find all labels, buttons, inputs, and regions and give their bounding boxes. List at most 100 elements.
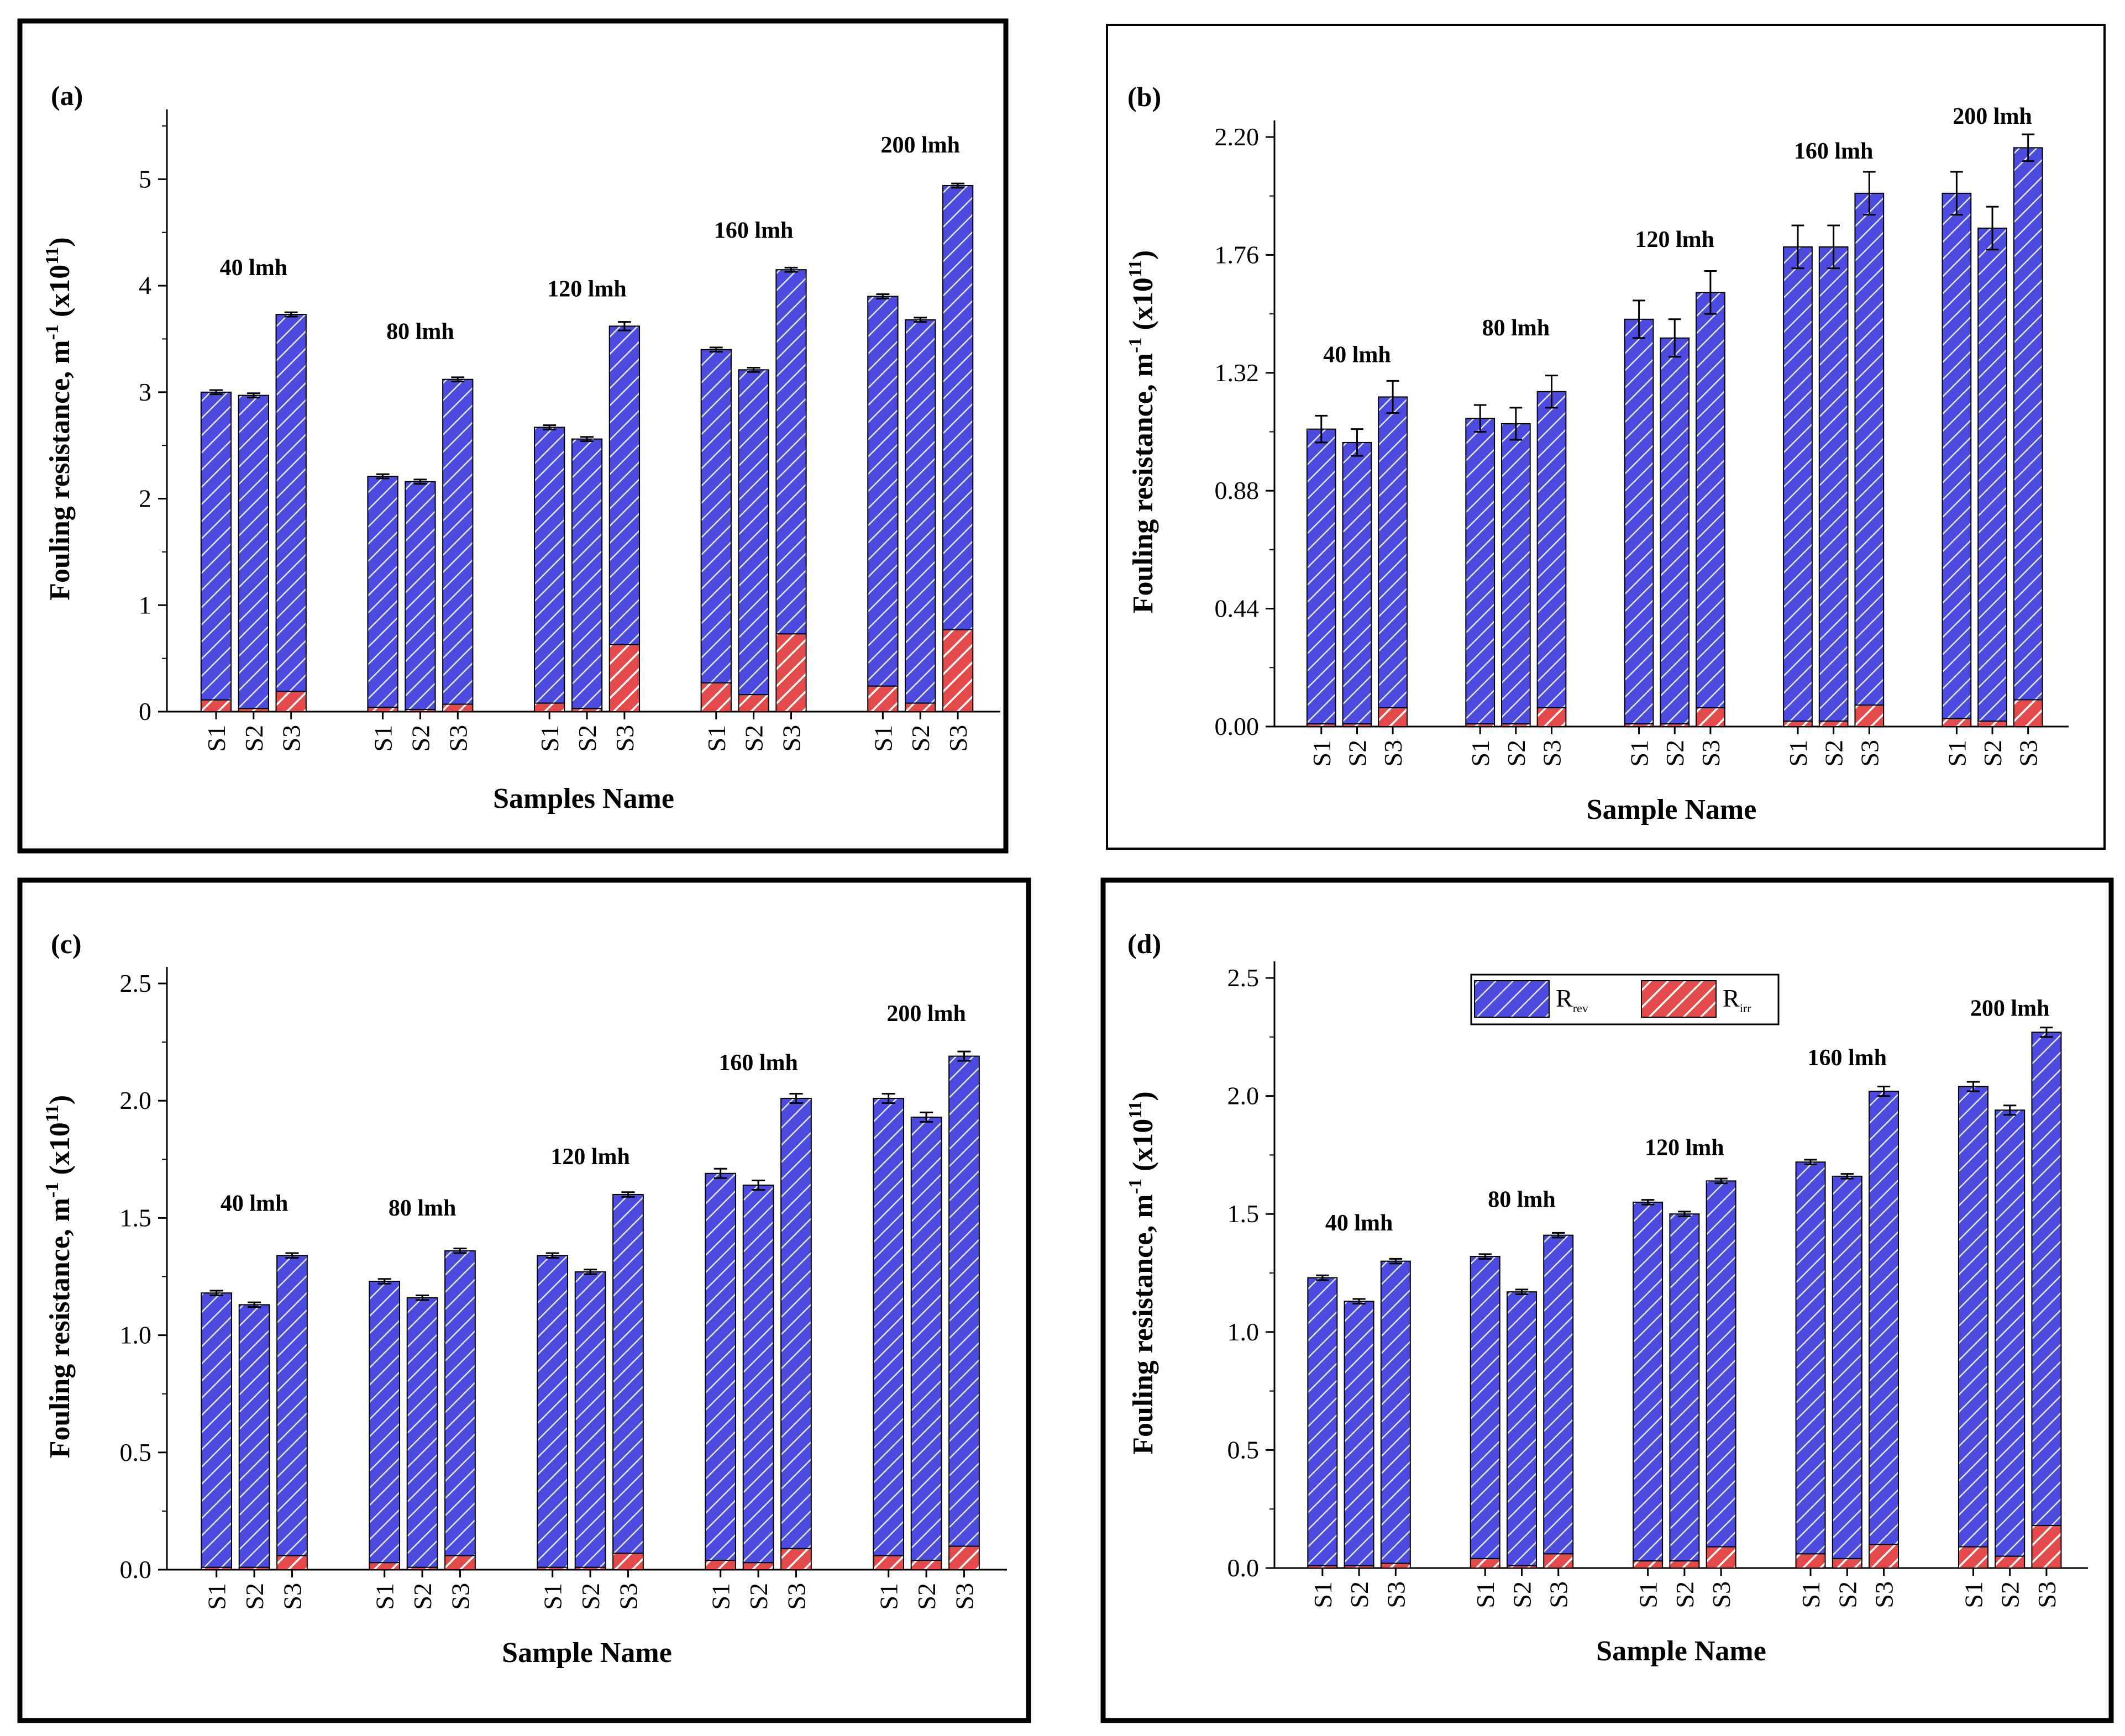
x-tick-label: S2 — [406, 725, 434, 752]
bar-irr — [867, 685, 899, 713]
y-axis-title: Fouling resistance, m-1 (x1011) — [42, 237, 76, 600]
bar-rev — [910, 1116, 942, 1561]
x-tick-label: S3 — [277, 725, 306, 752]
x-tick-label: S3 — [278, 1583, 306, 1610]
bar-irr — [1307, 1565, 1338, 1569]
group-label: 160 lmh — [714, 218, 794, 243]
bar-rev — [406, 1297, 438, 1568]
bar-rev — [1307, 1277, 1338, 1566]
bar-irr — [705, 1560, 737, 1570]
x-axis-title: Samples Name — [493, 783, 674, 814]
x-axis-title: Sample Name — [1596, 1635, 1766, 1667]
bar-irr — [1942, 718, 1972, 727]
y-tick-label: 1.76 — [1215, 240, 1260, 269]
x-tick-label: S2 — [1820, 740, 1848, 767]
x-tick-label: S3 — [944, 725, 972, 752]
bar-irr — [612, 1553, 644, 1570]
bar-irr — [1854, 704, 1885, 727]
bar-irr — [367, 707, 398, 712]
bar-irr — [1706, 1546, 1736, 1569]
bar-rev — [1696, 292, 1725, 709]
bar-irr — [1869, 1544, 1900, 1569]
bar-rev — [1536, 391, 1567, 709]
bar-rev — [1869, 1091, 1900, 1545]
legend-irr-label: Rirr — [1723, 984, 1751, 1015]
bar-irr — [780, 1548, 812, 1570]
bar-rev — [1977, 227, 2007, 722]
bar-rev — [1633, 1201, 1664, 1562]
y-tick-label: 3 — [139, 378, 151, 406]
x-tick-label: S1 — [536, 725, 564, 752]
bar-rev — [238, 394, 269, 709]
bar-rev — [1342, 441, 1372, 725]
y-tick-label: 0.5 — [120, 1438, 152, 1466]
x-tick-label: S2 — [1996, 1581, 2024, 1608]
panel-frame — [17, 18, 1009, 854]
y-tick-label: 2 — [139, 485, 151, 513]
bar-rev — [1706, 1180, 1736, 1548]
bar-irr — [369, 1562, 401, 1571]
group-label: 80 lmh — [1488, 1187, 1556, 1212]
x-tick-label: S2 — [912, 1583, 941, 1610]
chart-panel: (c) 0.0 0.5 1.0 1.5 2.0 2.5 Fouling resistance,… — [17, 877, 1031, 1723]
bar-rev — [867, 296, 899, 687]
x-tick-label: S3 — [2014, 740, 2043, 767]
bar-rev — [905, 319, 936, 704]
bar-irr — [1506, 1565, 1537, 1569]
x-tick-label: S3 — [2033, 1581, 2061, 1608]
bar-rev — [942, 185, 974, 630]
bar-rev — [275, 314, 307, 692]
x-tick-label: S2 — [240, 725, 268, 752]
y-tick-label: 2.0 — [1227, 1082, 1260, 1110]
x-tick-label: S2 — [1345, 1581, 1373, 1608]
x-tick-label: S1 — [1625, 740, 1654, 767]
bar-rev — [405, 481, 436, 711]
bar-rev — [1942, 192, 1972, 719]
x-tick-label: S3 — [1855, 740, 1883, 767]
y-tick-label: 1.0 — [1227, 1318, 1260, 1346]
panel-label: (c) — [51, 928, 82, 959]
bar-rev — [276, 1255, 308, 1556]
bar-rev — [612, 1193, 644, 1554]
x-tick-label: S2 — [1833, 1581, 1861, 1608]
group-label: 120 lmh — [547, 276, 627, 302]
group-label: 120 lmh — [550, 1144, 630, 1170]
x-tick-label: S3 — [1545, 1581, 1573, 1608]
chart-panel: (d) 0.0 0.5 1.0 1.5 2.0 2.5 Fouling resistance,… — [1100, 877, 2114, 1723]
bar-irr — [1342, 723, 1372, 728]
bar-irr — [442, 703, 474, 712]
group-label: 80 lmh — [389, 1196, 457, 1221]
x-tick-label: S1 — [1634, 1581, 1662, 1608]
bar-rev — [1500, 423, 1531, 725]
y-tick-label: 2.0 — [120, 1086, 152, 1114]
x-tick-label: S3 — [950, 1583, 978, 1610]
group-label: 200 lmh — [1970, 996, 2050, 1021]
bar-rev — [948, 1055, 980, 1547]
bar-irr — [738, 694, 769, 713]
group-label: 40 lmh — [1325, 1211, 1393, 1236]
group-label: 40 lmh — [221, 1191, 288, 1217]
y-tick-label: 0.0 — [1227, 1554, 1260, 1582]
bar-rev — [1854, 192, 1885, 706]
bar-irr — [1783, 720, 1813, 728]
bar-rev — [738, 369, 769, 696]
bar-irr — [238, 1566, 270, 1571]
legend-irr-swatch — [1641, 980, 1717, 1018]
bar-irr — [406, 1566, 438, 1571]
bar-irr — [1380, 1563, 1411, 1569]
x-tick-label: S2 — [408, 1583, 437, 1610]
x-tick-label: S3 — [1697, 740, 1725, 767]
x-tick-label: S1 — [369, 725, 397, 752]
bar-irr — [1795, 1553, 1826, 1569]
x-tick-label: S3 — [1382, 1581, 1410, 1608]
x-tick-label: S2 — [1661, 740, 1689, 767]
group-label: 200 lmh — [886, 1001, 966, 1027]
x-tick-label: S1 — [1943, 740, 1971, 767]
bar-rev — [775, 269, 807, 635]
group-label: 200 lmh — [880, 133, 960, 158]
x-tick-label: S2 — [1508, 1581, 1536, 1608]
bar-irr — [275, 691, 307, 713]
y-tick-label: 2.5 — [120, 969, 152, 997]
bar-rev — [608, 325, 641, 645]
bar-rev — [1465, 418, 1496, 725]
